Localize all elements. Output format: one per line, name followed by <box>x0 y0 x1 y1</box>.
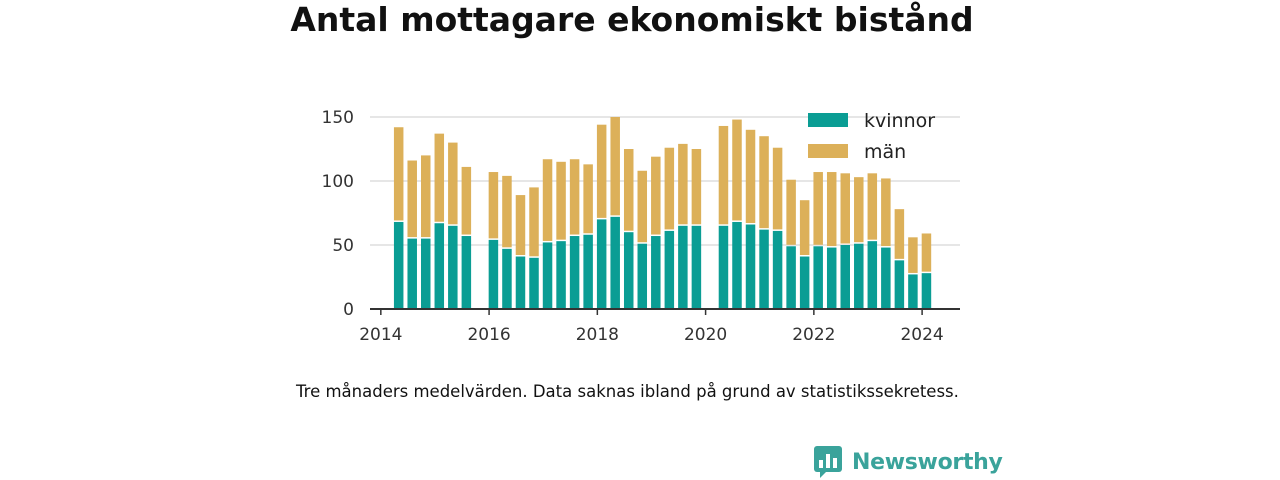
bar-man <box>786 179 796 245</box>
bar-kvinnor <box>854 243 864 309</box>
bar-kvinnor <box>421 238 431 309</box>
bar-man <box>651 156 661 235</box>
bar-kvinnor <box>813 246 823 309</box>
bar-man <box>583 164 593 234</box>
bar-kvinnor <box>772 230 783 309</box>
bar-kvinnor <box>799 256 810 309</box>
bar-kvinnor <box>502 248 512 309</box>
bar-kvinnor <box>651 236 661 309</box>
bar-man <box>488 172 499 239</box>
bar-kvinnor <box>596 219 607 309</box>
bar-kvinnor <box>407 238 417 309</box>
bar-man <box>921 233 932 272</box>
bar-man <box>637 170 648 243</box>
bar-man <box>515 195 526 256</box>
brand-logo: Newsworthy <box>814 446 1003 478</box>
brand-name: Newsworthy <box>852 449 1003 475</box>
bar-man <box>407 160 417 238</box>
y-tick-label: 0 <box>343 300 354 320</box>
x-tick-label: 2016 <box>467 325 510 345</box>
bar-man <box>393 127 404 221</box>
bar-kvinnor <box>894 260 905 309</box>
bar-kvinnor <box>745 224 756 309</box>
x-tick-label: 2022 <box>792 325 835 345</box>
bar-kvinnor <box>732 221 742 309</box>
bar-man <box>745 129 756 224</box>
y-tick-label: 100 <box>322 172 354 192</box>
bar-kvinnor <box>908 274 918 309</box>
bar-kvinnor <box>610 216 620 309</box>
axes: 0 50 100 150 2014 2016 2018 2020 2022 2024 <box>322 108 960 345</box>
legend-label: män <box>864 141 906 163</box>
bar-kvinnor <box>867 241 878 309</box>
bar-kvinnor <box>488 239 499 309</box>
bar-man <box>569 159 580 235</box>
bar-kvinnor <box>556 241 566 309</box>
bar-man <box>691 149 702 225</box>
bar-man <box>867 173 878 240</box>
bar-kvinnor <box>678 225 688 309</box>
bar-man <box>799 200 810 256</box>
bar-kvinnor <box>718 225 729 309</box>
x-tick-label: 2014 <box>359 325 402 345</box>
x-tick-label: 2024 <box>900 325 943 345</box>
bar-kvinnor <box>691 225 702 309</box>
bar-man <box>556 161 566 240</box>
bar-man <box>529 187 539 257</box>
bar-man <box>623 149 634 231</box>
legend: kvinnor män <box>808 110 935 163</box>
bar-kvinnor <box>393 221 404 309</box>
bar-man <box>461 166 472 235</box>
bar-man <box>542 159 553 241</box>
bar-kvinnor <box>448 225 458 309</box>
bar-man <box>854 177 864 243</box>
legend-swatch <box>808 113 848 127</box>
bar-man <box>596 124 607 218</box>
bar-man <box>610 117 620 216</box>
bar-man <box>502 175 512 248</box>
y-tick-label: 150 <box>322 108 354 128</box>
bar-kvinnor <box>637 243 648 309</box>
bar-man <box>718 125 729 225</box>
bar-man <box>678 143 688 225</box>
bar-man <box>664 147 675 230</box>
bar-man <box>732 119 742 221</box>
chart-title: Antal mottagare ekonomiskt bistånd <box>290 0 974 39</box>
bar-man <box>894 209 905 259</box>
bar-kvinnor <box>826 247 837 309</box>
legend-swatch <box>808 144 848 158</box>
bar-man <box>840 173 850 244</box>
bar-man <box>448 142 458 225</box>
bar-kvinnor <box>515 256 526 309</box>
bar-kvinnor <box>664 230 675 309</box>
bar-man <box>826 172 837 247</box>
bar-man <box>908 237 918 273</box>
bar-kvinnor <box>759 229 769 309</box>
x-tick-label: 2018 <box>576 325 619 345</box>
bar-kvinnor <box>461 236 472 309</box>
bar-kvinnor <box>840 245 850 309</box>
bars <box>393 117 932 309</box>
bar-kvinnor <box>881 247 891 309</box>
bar-kvinnor <box>569 236 580 309</box>
bar-man <box>772 147 783 230</box>
bar-man <box>421 155 431 238</box>
legend-label: kvinnor <box>864 110 935 132</box>
chart-footnote: Tre månaders medelvärden. Data saknas ib… <box>296 382 959 401</box>
bar-kvinnor <box>542 242 553 309</box>
bar-man <box>434 133 445 222</box>
bar-kvinnor <box>786 246 796 309</box>
bar-kvinnor <box>623 232 634 309</box>
bar-man <box>813 172 823 245</box>
y-tick-label: 50 <box>332 236 354 256</box>
bar-kvinnor <box>434 223 445 309</box>
bar-kvinnor <box>921 273 932 309</box>
bar-kvinnor <box>529 257 539 309</box>
bar-chart-icon <box>814 446 842 478</box>
x-tick-label: 2020 <box>684 325 727 345</box>
bar-kvinnor <box>583 234 593 309</box>
bar-man <box>881 178 891 247</box>
bar-man <box>759 136 769 229</box>
